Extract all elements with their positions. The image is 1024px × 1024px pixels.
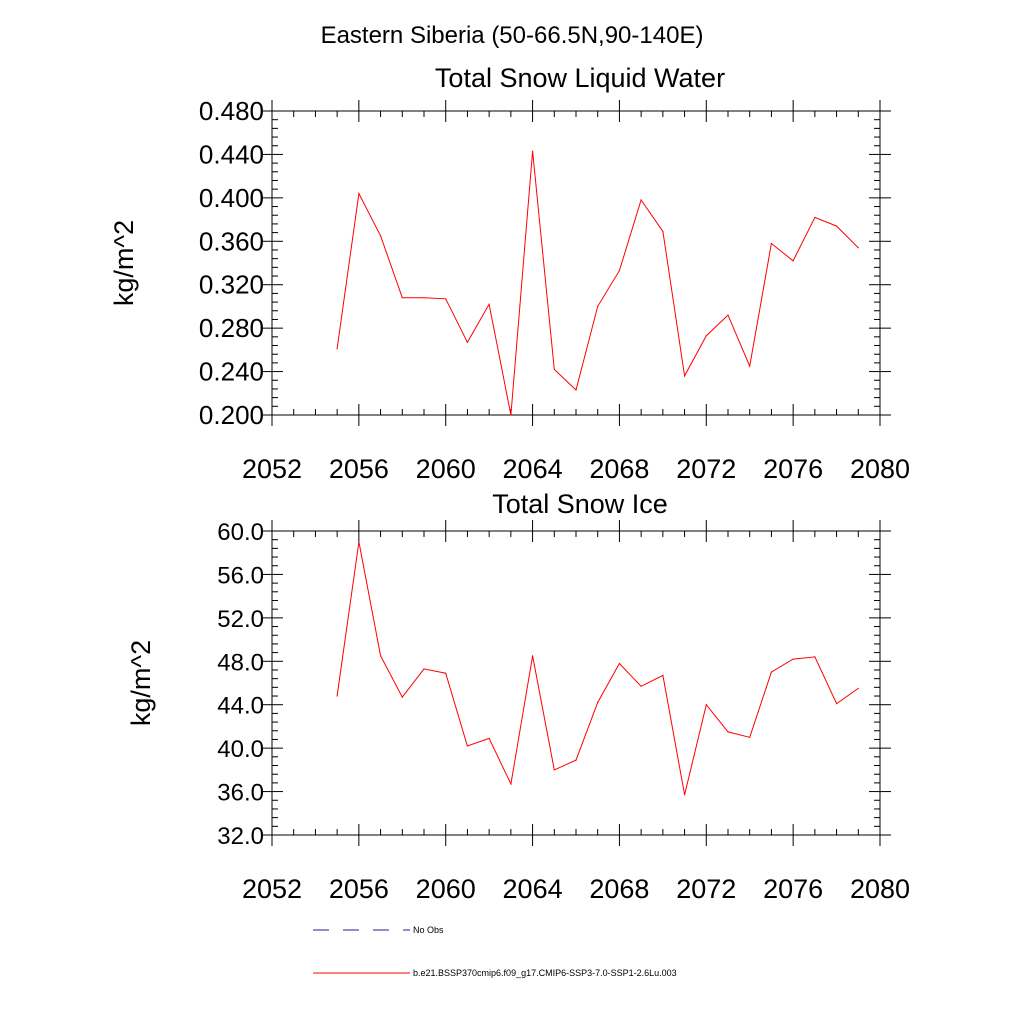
data-point xyxy=(358,541,360,543)
y-tick-label: 0.320 xyxy=(199,270,264,300)
chart-panel-snow-ice: Total Snow Ice kg/m^2 32.0 36.0 40.0 44.0 48.0… xyxy=(126,489,910,904)
data-point xyxy=(336,695,338,697)
data-point xyxy=(749,365,751,367)
data-point xyxy=(423,668,425,670)
x-tick-label: 2072 xyxy=(676,874,736,904)
x-tick-label: 2060 xyxy=(416,454,476,484)
x-tick-label: 2064 xyxy=(503,454,563,484)
data-point xyxy=(857,247,859,249)
data-point xyxy=(705,704,707,706)
x-tick-label: 2076 xyxy=(763,454,823,484)
data-point xyxy=(618,662,621,665)
data-point xyxy=(423,297,425,299)
y-tick-label: 0.280 xyxy=(199,313,264,343)
x-tick-label: 2056 xyxy=(329,874,389,904)
data-point xyxy=(510,414,512,416)
x-tick-label: 2056 xyxy=(329,454,389,484)
data-point xyxy=(814,216,816,218)
data-point xyxy=(618,270,621,272)
plot-frame xyxy=(271,110,881,416)
data-point xyxy=(836,703,838,705)
data-point xyxy=(662,674,664,677)
x-tick-label: 2076 xyxy=(763,874,823,904)
data-point xyxy=(445,298,447,300)
y-tick-label: 48.0 xyxy=(217,649,264,676)
data-point xyxy=(401,297,403,299)
data-point xyxy=(553,368,555,370)
x-tick-label: 2072 xyxy=(676,454,736,484)
data-point xyxy=(445,672,447,674)
data-point xyxy=(380,655,382,657)
data-point xyxy=(597,701,599,704)
y-tick-label: 0.440 xyxy=(199,139,264,169)
x-tick-label: 2080 xyxy=(850,454,910,484)
y-axis-label: kg/m^2 xyxy=(126,640,156,726)
data-point xyxy=(380,235,382,237)
y-tick-label: 52.0 xyxy=(217,606,264,633)
x-tick-label: 2068 xyxy=(589,874,649,904)
data-point xyxy=(792,260,794,262)
data-point xyxy=(727,314,729,316)
x-tick-label: 2068 xyxy=(589,454,649,484)
data-point xyxy=(401,696,403,698)
data-point xyxy=(749,736,751,738)
data-point xyxy=(770,671,773,673)
y-axis-label: kg/m^2 xyxy=(109,220,139,306)
data-point xyxy=(532,655,534,657)
data-point xyxy=(640,199,642,201)
data-point xyxy=(466,745,468,747)
legend: No Obs b.e21.BSSP370cmip6.f09_g17.CMIP6-S… xyxy=(313,925,677,978)
data-point xyxy=(510,783,512,785)
series-line xyxy=(336,541,859,795)
y-tick-label: 36.0 xyxy=(217,780,264,807)
x-tick-label: 2052 xyxy=(242,454,302,484)
data-point xyxy=(336,348,338,350)
data-point xyxy=(705,335,707,337)
data-point xyxy=(466,341,468,343)
legend-label: b.e21.BSSP370cmip6.f09_g17.CMIP6-SSP3-7.… xyxy=(413,968,677,978)
data-point xyxy=(553,769,555,771)
data-point xyxy=(662,230,664,233)
data-point xyxy=(814,656,816,658)
y-tick-label: 0.360 xyxy=(199,226,264,256)
chart-title: Total Snow Liquid Water xyxy=(435,63,725,93)
data-point xyxy=(836,225,838,227)
y-tick-label: 0.240 xyxy=(199,357,264,387)
data-point xyxy=(792,658,794,660)
chart-title: Total Snow Ice xyxy=(492,489,668,519)
series-line xyxy=(336,151,859,416)
data-point xyxy=(358,192,360,195)
y-tick-label: 0.400 xyxy=(199,183,264,213)
data-point xyxy=(684,375,686,377)
data-point xyxy=(532,150,534,152)
x-tick-label: 2080 xyxy=(850,874,910,904)
data-point xyxy=(857,687,859,690)
x-tick-label: 2060 xyxy=(416,874,476,904)
data-point xyxy=(488,737,490,740)
chart-panel-snow-liquid-water: Total Snow Liquid Water kg/m^2 0.200 0.240 0… xyxy=(109,63,910,484)
y-tick-label: 32.0 xyxy=(217,823,264,850)
legend-label: No Obs xyxy=(413,925,444,935)
data-point xyxy=(575,759,577,761)
data-point xyxy=(684,794,686,796)
plot-frame xyxy=(271,530,881,836)
y-tick-label: 0.480 xyxy=(199,96,264,126)
data-point xyxy=(575,389,577,391)
data-point xyxy=(488,303,490,305)
data-point xyxy=(597,305,599,307)
y-tick-label: 56.0 xyxy=(217,562,264,589)
x-tick-label: 2052 xyxy=(242,874,302,904)
data-point xyxy=(770,242,773,245)
y-tick-label: 44.0 xyxy=(217,693,264,720)
y-tick-label: 0.200 xyxy=(199,400,264,430)
data-point xyxy=(640,685,642,687)
y-tick-label: 60.0 xyxy=(217,519,264,546)
figure-title: Eastern Siberia (50-66.5N,90-140E) xyxy=(321,22,704,49)
data-point xyxy=(727,731,729,733)
x-tick-label: 2064 xyxy=(503,874,563,904)
y-tick-label: 40.0 xyxy=(217,736,264,763)
